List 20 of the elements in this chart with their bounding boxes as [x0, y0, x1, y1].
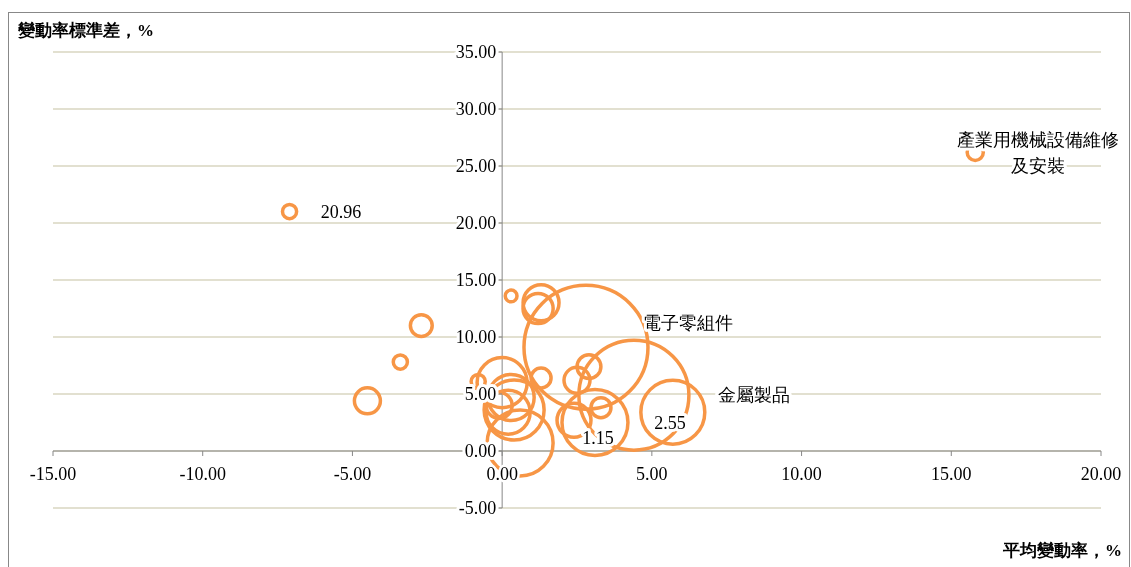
x-tick-label: -5.00: [333, 464, 372, 484]
y-tick-label: 25.00: [455, 156, 497, 176]
annotation: 電子零組件: [643, 313, 733, 333]
y-tick-label: 30.00: [455, 99, 497, 119]
x-tick-label: 20.00: [1080, 464, 1122, 484]
x-tick-label: 10.00: [781, 464, 822, 484]
y-tick-label: 35.00: [455, 42, 497, 62]
y-tick-label: 15.00: [455, 270, 497, 290]
annotation: 20.96: [320, 202, 362, 222]
y-tick-label: -5.00: [458, 498, 497, 518]
y-axis-title: 變動率標準差，%: [18, 21, 154, 40]
y-tick-label: 20.00: [455, 213, 497, 233]
x-axis-title: 平均變動率，%: [1002, 541, 1122, 560]
y-tick-label: 10.00: [455, 327, 497, 347]
annotation: 金屬製品: [718, 385, 790, 405]
annotation: 產業用機械設備維修及安裝: [957, 130, 1119, 176]
x-tick-label: -10.00: [179, 464, 226, 484]
x-tick-label: 15.00: [931, 464, 972, 484]
x-tick-label: 5.00: [636, 464, 668, 484]
x-tick-label: -15.00: [29, 464, 77, 484]
